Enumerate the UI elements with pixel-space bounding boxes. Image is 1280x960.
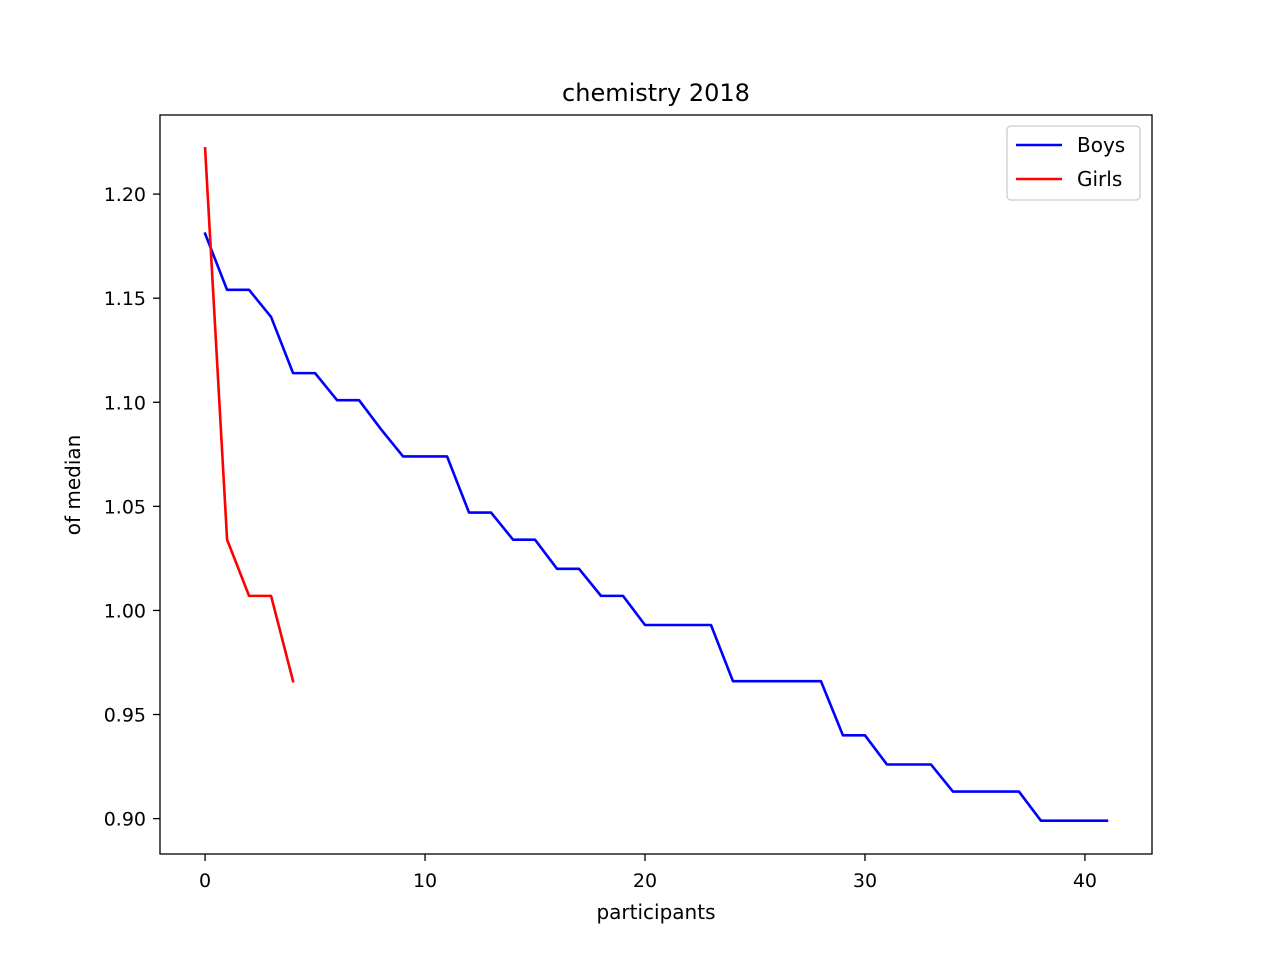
series-line-girls bbox=[203, 146, 295, 683]
y-tick-label: 1.20 bbox=[104, 184, 146, 206]
x-axis-title: participants bbox=[596, 900, 715, 924]
series-layer bbox=[203, 146, 1109, 822]
chart-title: chemistry 2018 bbox=[562, 79, 750, 107]
y-tick-label: 1.05 bbox=[104, 496, 146, 518]
y-tick-label: 0.95 bbox=[104, 705, 146, 727]
y-tick-label: 1.00 bbox=[104, 600, 146, 622]
x-axis: 0 10 20 30 40 bbox=[199, 854, 1097, 892]
legend: Boys Girls bbox=[1006, 125, 1141, 201]
legend-label-girls: Girls bbox=[1077, 167, 1122, 191]
x-tick-label: 40 bbox=[1073, 870, 1097, 892]
x-tick-label: 20 bbox=[633, 870, 657, 892]
x-tick-label: 10 bbox=[413, 870, 437, 892]
series-line-boys bbox=[203, 231, 1109, 822]
plot-frame bbox=[159, 114, 1153, 855]
x-tick-label: 30 bbox=[853, 870, 877, 892]
y-axis: 0.90 0.95 1.00 1.05 1.10 1.15 1.20 bbox=[104, 184, 160, 831]
y-axis-title: of median bbox=[61, 435, 85, 536]
x-tick-label: 0 bbox=[199, 870, 211, 892]
y-tick-label: 0.90 bbox=[104, 809, 146, 831]
y-tick-label: 1.10 bbox=[104, 392, 146, 414]
y-tick-label: 1.15 bbox=[104, 288, 146, 310]
legend-label-boys: Boys bbox=[1077, 133, 1125, 157]
